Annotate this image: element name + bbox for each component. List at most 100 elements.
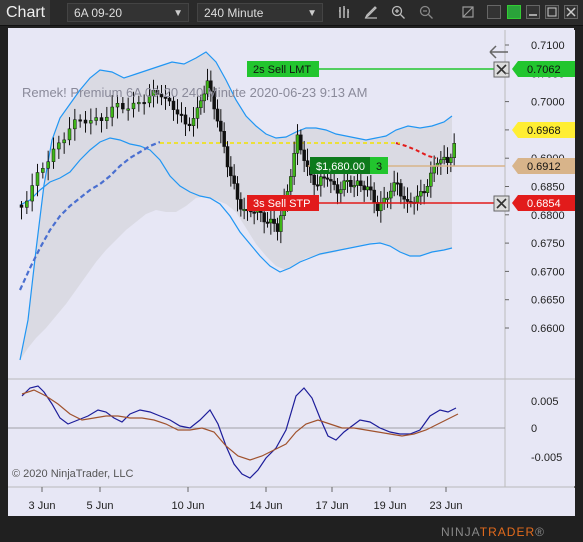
candle-body — [362, 185, 366, 191]
close-icon[interactable] — [564, 5, 578, 19]
chevron-down-icon: ▼ — [307, 8, 317, 19]
sell-stop-tag[interactable]: 3s Sell STP — [247, 195, 319, 211]
candle-body — [89, 120, 93, 124]
candle-body — [292, 152, 296, 177]
sell-limit-tag[interactable]: 2s Sell LMT — [247, 61, 319, 77]
candle-body — [147, 95, 152, 104]
candle-body — [155, 90, 160, 95]
candle-body — [402, 195, 406, 200]
candle-body — [142, 102, 146, 105]
osc-tick-label: 0 — [531, 423, 537, 435]
candle-body — [295, 134, 300, 154]
candle-body — [302, 149, 306, 161]
date-tick-label: 23 Jun — [429, 500, 462, 512]
candle-body — [222, 131, 226, 147]
zoom-out-icon[interactable] — [417, 4, 435, 21]
bar-style-icon[interactable] — [336, 4, 354, 21]
candle-body — [137, 102, 141, 105]
minimize-icon[interactable] — [526, 5, 540, 19]
last-price-value: 0.6968 — [527, 125, 561, 137]
candle-body — [195, 107, 200, 119]
candle-body — [94, 117, 98, 121]
candle-body — [126, 108, 130, 111]
candle-body — [78, 119, 82, 122]
stop-price-value: 0.6854 — [527, 198, 561, 210]
date-tick-label: 5 Jun — [87, 500, 114, 512]
ninjatrader-logo: NINJATRADER® — [441, 525, 545, 539]
candle-body — [262, 212, 266, 223]
overlay-square-icon[interactable] — [487, 5, 501, 19]
candle-body — [359, 180, 363, 186]
last-price-flag: 0.6968 — [512, 122, 575, 138]
cancel-limit-button[interactable] — [493, 61, 510, 78]
candle-body — [385, 197, 390, 200]
candle-body — [219, 120, 223, 132]
osc-tick-label: 0.005 — [531, 396, 559, 408]
position-tag[interactable]: $1,680.00 3 — [310, 157, 388, 174]
candle-body — [51, 148, 56, 162]
instrument-label: 6A 09-20 — [74, 6, 123, 20]
candle-body — [399, 183, 403, 197]
candle-body — [67, 128, 72, 141]
candle-body — [389, 190, 393, 199]
zoom-in-icon[interactable] — [389, 4, 407, 21]
candle-body — [425, 186, 430, 193]
overlay-icon[interactable] — [459, 4, 477, 21]
price-tick-label: 0.7000 — [531, 97, 565, 109]
back-arrow-icon[interactable] — [489, 45, 508, 59]
window-title: Chart — [0, 0, 50, 25]
candle-body — [115, 103, 120, 108]
chart-header-text: Remek! Premium 6A 09-20 240 Minute 2020-… — [22, 85, 367, 100]
candle-body — [19, 204, 24, 208]
candle-body — [199, 100, 203, 108]
instrument-selector[interactable]: 6A 09-20 ▼ — [67, 3, 189, 22]
candle-body — [99, 117, 104, 121]
candle-body — [167, 97, 172, 102]
candle-body — [275, 223, 280, 232]
date-tick-label: 17 Jun — [315, 500, 348, 512]
candle-body — [73, 119, 77, 130]
price-axis-panel — [505, 30, 575, 486]
title-bar: Chart 6A 09-20 ▼ 240 Minute ▼ — [0, 0, 583, 26]
candle-body — [372, 189, 376, 203]
limit-price-flag: 0.7062 — [512, 61, 575, 77]
interval-selector[interactable]: 240 Minute ▼ — [197, 3, 323, 22]
candle-body — [269, 218, 273, 224]
candle-body — [422, 191, 426, 194]
candle-body — [432, 166, 436, 174]
candle-body — [315, 184, 320, 187]
candle-body — [25, 200, 29, 208]
price-tick-label: 0.6600 — [531, 323, 565, 335]
candle-body — [205, 80, 210, 95]
candle-body — [252, 211, 256, 214]
cancel-stop-button[interactable] — [493, 195, 510, 212]
position-price-flag: 0.6912 — [512, 158, 575, 174]
candle-body — [322, 176, 326, 179]
price-tick-label: 0.6650 — [531, 295, 565, 307]
maximize-icon[interactable] — [545, 5, 559, 19]
candle-body — [171, 100, 176, 110]
candle-body — [41, 168, 45, 173]
candle-body — [429, 172, 433, 187]
price-tick-label: 0.6700 — [531, 266, 565, 278]
candle-body — [215, 108, 220, 122]
candle-body — [187, 123, 192, 126]
stop-price-flag: 0.6854 — [512, 195, 575, 211]
draw-pencil-icon[interactable] — [362, 4, 380, 21]
candle-body — [312, 174, 316, 185]
position-price-value: 0.6912 — [527, 161, 561, 173]
candle-body — [439, 159, 443, 164]
candle-body — [445, 156, 450, 163]
oscillator-slow-line — [21, 389, 459, 461]
candle-body — [369, 186, 373, 191]
candle-body — [289, 176, 293, 192]
candle-body — [365, 186, 370, 191]
close-icon — [496, 198, 507, 209]
candle-body — [279, 215, 283, 232]
band-fill — [20, 52, 452, 360]
green-square-icon[interactable] — [507, 5, 521, 19]
candle-body — [235, 183, 240, 200]
candle-body — [121, 103, 125, 110]
candle-body — [159, 94, 164, 98]
